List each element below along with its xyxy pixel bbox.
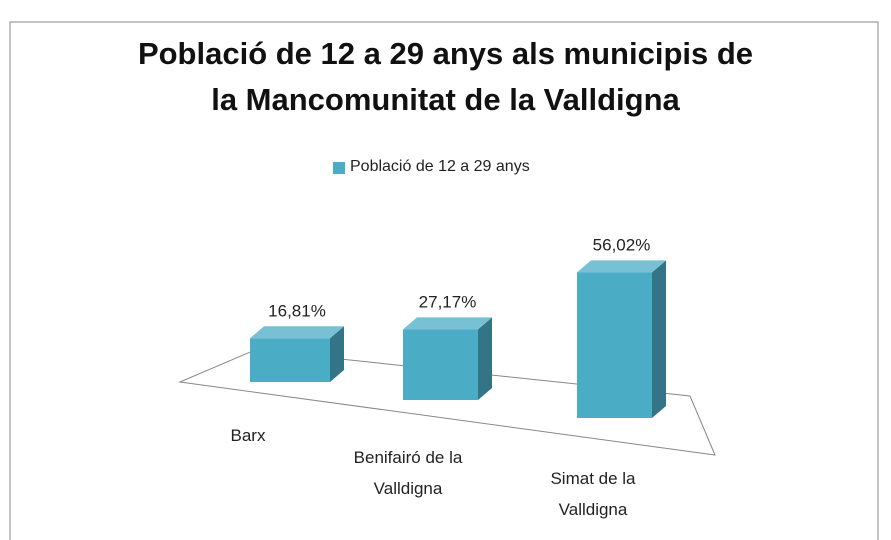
bar-top	[577, 260, 666, 273]
bar	[250, 338, 330, 382]
x-tick-label: Simat de la Valldigna	[550, 469, 636, 519]
legend-swatch	[333, 162, 345, 174]
x-tick-label: Barx	[230, 426, 266, 445]
x-tick-label: Benifairó de la Valldigna	[353, 448, 463, 498]
value-label: 27,17%	[419, 292, 477, 311]
bar-top	[250, 326, 344, 339]
value-label: 56,02%	[593, 235, 651, 254]
bar-side	[478, 317, 492, 400]
bar	[577, 272, 652, 418]
bar-side	[330, 326, 344, 382]
chart-title: Població de 12 a 29 anys als municipis d…	[137, 36, 754, 71]
chart-border	[9, 21, 879, 540]
legend-label: Població de 12 a 29 anys	[350, 158, 530, 175]
bar-top	[403, 317, 492, 330]
value-label: 16,81%	[268, 301, 326, 320]
bar-side	[652, 260, 666, 418]
bar	[403, 329, 478, 400]
chart-title: la Mancomunitat de la Valldigna	[211, 82, 680, 117]
